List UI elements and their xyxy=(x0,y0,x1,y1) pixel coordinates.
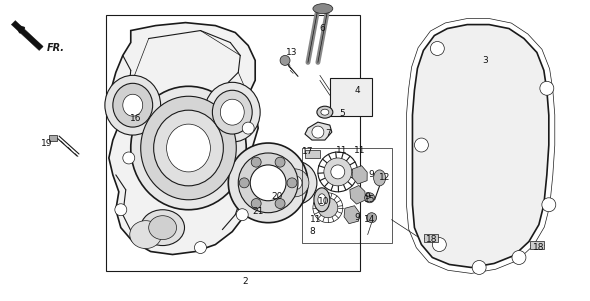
Text: 17: 17 xyxy=(302,147,314,157)
Text: 16: 16 xyxy=(130,114,142,123)
Ellipse shape xyxy=(250,165,286,201)
Polygon shape xyxy=(11,20,43,51)
Text: 19: 19 xyxy=(41,138,53,147)
Ellipse shape xyxy=(113,83,153,127)
Ellipse shape xyxy=(512,250,526,265)
Ellipse shape xyxy=(141,210,185,246)
Ellipse shape xyxy=(195,242,206,253)
Bar xyxy=(330,78,372,116)
Ellipse shape xyxy=(312,126,324,138)
Polygon shape xyxy=(344,206,359,224)
Text: 13: 13 xyxy=(286,48,298,57)
Ellipse shape xyxy=(212,90,252,134)
Ellipse shape xyxy=(432,237,446,252)
Ellipse shape xyxy=(141,96,236,200)
Ellipse shape xyxy=(251,157,261,167)
Ellipse shape xyxy=(321,109,329,115)
Ellipse shape xyxy=(281,169,309,197)
Polygon shape xyxy=(49,135,57,141)
Text: 9: 9 xyxy=(369,170,375,179)
Ellipse shape xyxy=(123,94,143,116)
Ellipse shape xyxy=(149,216,176,240)
Ellipse shape xyxy=(288,176,302,190)
Text: 12: 12 xyxy=(379,173,390,182)
Ellipse shape xyxy=(275,157,285,167)
Ellipse shape xyxy=(105,75,160,135)
Bar xyxy=(530,240,544,249)
Text: 11: 11 xyxy=(310,215,322,224)
Text: 7: 7 xyxy=(325,129,331,138)
Ellipse shape xyxy=(130,221,162,249)
Ellipse shape xyxy=(275,199,285,209)
Bar xyxy=(424,234,438,242)
Polygon shape xyxy=(109,23,258,255)
Ellipse shape xyxy=(373,170,386,186)
Ellipse shape xyxy=(472,260,486,275)
Ellipse shape xyxy=(204,82,260,142)
Text: 9: 9 xyxy=(355,213,360,222)
Ellipse shape xyxy=(430,42,444,55)
Text: 6: 6 xyxy=(319,24,324,33)
Polygon shape xyxy=(305,122,332,140)
Text: 2: 2 xyxy=(242,277,248,286)
Ellipse shape xyxy=(251,199,261,209)
Polygon shape xyxy=(412,25,549,268)
Text: 15: 15 xyxy=(364,195,375,204)
Ellipse shape xyxy=(287,178,297,188)
Polygon shape xyxy=(352,166,367,184)
Ellipse shape xyxy=(123,152,135,164)
Text: 8: 8 xyxy=(309,227,315,236)
Text: 5: 5 xyxy=(339,109,345,118)
Ellipse shape xyxy=(220,99,244,125)
Ellipse shape xyxy=(153,110,224,186)
Ellipse shape xyxy=(365,193,375,203)
Ellipse shape xyxy=(366,213,376,223)
Text: 9: 9 xyxy=(365,192,371,201)
Text: FR.: FR. xyxy=(47,43,65,54)
Ellipse shape xyxy=(240,178,249,188)
Text: 11: 11 xyxy=(354,147,365,156)
Ellipse shape xyxy=(228,143,308,223)
Ellipse shape xyxy=(166,124,211,172)
Ellipse shape xyxy=(280,55,290,65)
Ellipse shape xyxy=(115,204,127,216)
Text: 18: 18 xyxy=(425,235,437,244)
Ellipse shape xyxy=(273,161,317,205)
Bar xyxy=(302,148,392,243)
Text: 10: 10 xyxy=(318,197,330,206)
Ellipse shape xyxy=(236,209,248,221)
Ellipse shape xyxy=(331,165,345,179)
Polygon shape xyxy=(350,185,366,204)
Ellipse shape xyxy=(318,194,326,206)
Ellipse shape xyxy=(242,122,254,134)
Ellipse shape xyxy=(317,106,333,118)
Ellipse shape xyxy=(131,86,246,210)
Bar xyxy=(106,15,360,272)
Text: 20: 20 xyxy=(271,192,283,201)
Ellipse shape xyxy=(414,138,428,152)
Ellipse shape xyxy=(540,81,554,95)
Ellipse shape xyxy=(318,198,338,218)
Ellipse shape xyxy=(314,188,330,212)
Text: 14: 14 xyxy=(364,215,375,224)
Text: 3: 3 xyxy=(482,56,488,65)
Text: 11: 11 xyxy=(336,147,348,156)
Ellipse shape xyxy=(238,153,298,213)
Bar xyxy=(305,150,320,158)
Text: 18: 18 xyxy=(533,243,545,252)
Ellipse shape xyxy=(542,198,556,212)
Ellipse shape xyxy=(324,158,352,186)
Text: 21: 21 xyxy=(253,207,264,216)
Ellipse shape xyxy=(313,4,333,14)
Text: 4: 4 xyxy=(355,86,360,95)
